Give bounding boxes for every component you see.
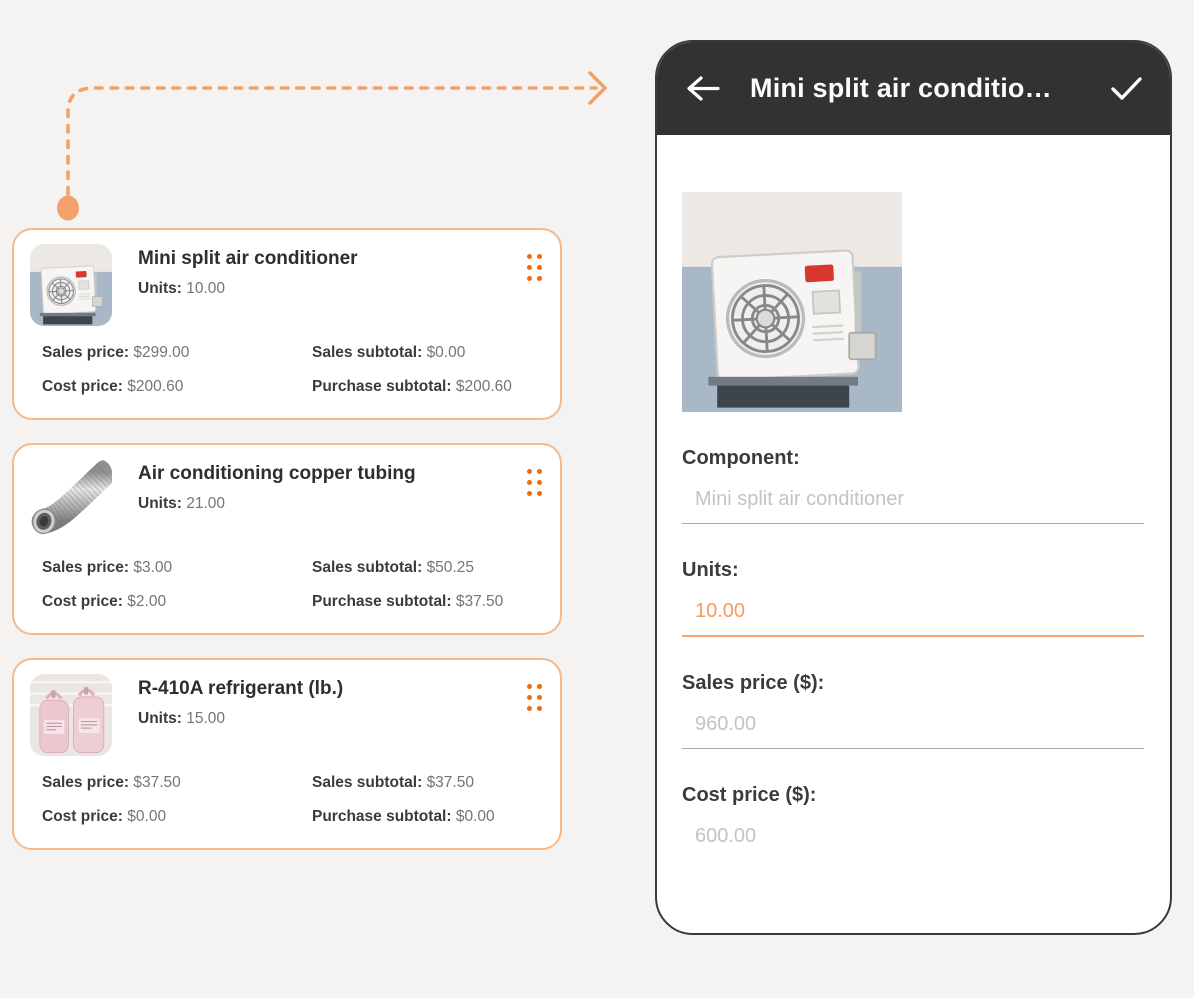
- card-units: Units: 21.00: [138, 495, 226, 512]
- card-price-rows: Sales price: $299.00 Sales subtotal: $0.…: [30, 344, 544, 396]
- phone-header: Mini split air conditio…: [657, 42, 1170, 135]
- phone-frame: Mini split air conditio…: [655, 40, 1172, 935]
- component-edit-form: Component: Units: Sales price ($): Cost …: [657, 192, 1170, 860]
- check-icon: [1111, 77, 1142, 100]
- sales-price-input[interactable]: [682, 701, 1144, 749]
- units-input[interactable]: [682, 588, 1144, 637]
- cost-price: Cost price: $0.00: [42, 808, 167, 825]
- component-photo: [682, 192, 902, 412]
- back-button[interactable]: [684, 74, 721, 103]
- units-label: Units:: [682, 559, 739, 581]
- cost-price-input[interactable]: [682, 813, 1144, 860]
- units-field: Units:: [682, 558, 1144, 637]
- phone-title: Mini split air conditio…: [750, 73, 1052, 103]
- component-field: Component:: [682, 446, 1144, 524]
- drag-handle-icon[interactable]: [527, 684, 542, 711]
- copper-tubing-thumbnail: [30, 459, 112, 541]
- drag-handle-icon[interactable]: [527, 469, 542, 496]
- flow-connector-arrow: [57, 71, 607, 221]
- card-title: Air conditioning copper tubing: [138, 463, 416, 484]
- drag-handle-icon[interactable]: [527, 254, 542, 281]
- cost-price: Cost price: $2.00: [42, 593, 167, 610]
- refrigerant-thumbnail: [30, 674, 112, 756]
- mini-split-thumbnail: [30, 244, 112, 326]
- cost-price-field: Cost price ($):: [682, 783, 1144, 860]
- sales-price: Sales price: $3.00: [42, 559, 173, 576]
- card-title: R-410A refrigerant (lb.): [138, 678, 344, 699]
- confirm-button[interactable]: [1110, 75, 1143, 102]
- sales-subtotal: Sales subtotal: $0.00: [312, 344, 466, 361]
- back-arrow-icon: [687, 76, 720, 101]
- sales-price: Sales price: $299.00: [42, 344, 190, 361]
- cost-price: Cost price: $200.60: [42, 378, 184, 395]
- sales-subtotal: Sales subtotal: $50.25: [312, 559, 474, 576]
- card-title: Mini split air conditioner: [138, 248, 358, 269]
- component-card-copper-tubing: Air conditioning copper tubing Units: 21…: [12, 443, 562, 635]
- component-input[interactable]: [682, 476, 1144, 524]
- card-units: Units: 10.00: [138, 280, 226, 297]
- component-label: Component:: [682, 447, 800, 469]
- component-card-mini-split: Mini split air conditioner Units: 10.00 …: [12, 228, 562, 420]
- purchase-subtotal: Purchase subtotal: $37.50: [312, 593, 504, 610]
- card-price-rows: Sales price: $37.50 Sales subtotal: $37.…: [30, 774, 544, 826]
- sales-price: Sales price: $37.50: [42, 774, 181, 791]
- sales-price-field: Sales price ($):: [682, 671, 1144, 749]
- component-card-refrigerant: R-410A refrigerant (lb.) Units: 15.00 Sa…: [12, 658, 562, 850]
- card-price-rows: Sales price: $3.00 Sales subtotal: $50.2…: [30, 559, 544, 611]
- purchase-subtotal: Purchase subtotal: $0.00: [312, 808, 495, 825]
- cost-price-label: Cost price ($):: [682, 784, 817, 806]
- sales-price-label: Sales price ($):: [682, 672, 825, 694]
- purchase-subtotal: Purchase subtotal: $200.60: [312, 378, 512, 395]
- sales-subtotal: Sales subtotal: $37.50: [312, 774, 474, 791]
- card-units: Units: 15.00: [138, 710, 226, 727]
